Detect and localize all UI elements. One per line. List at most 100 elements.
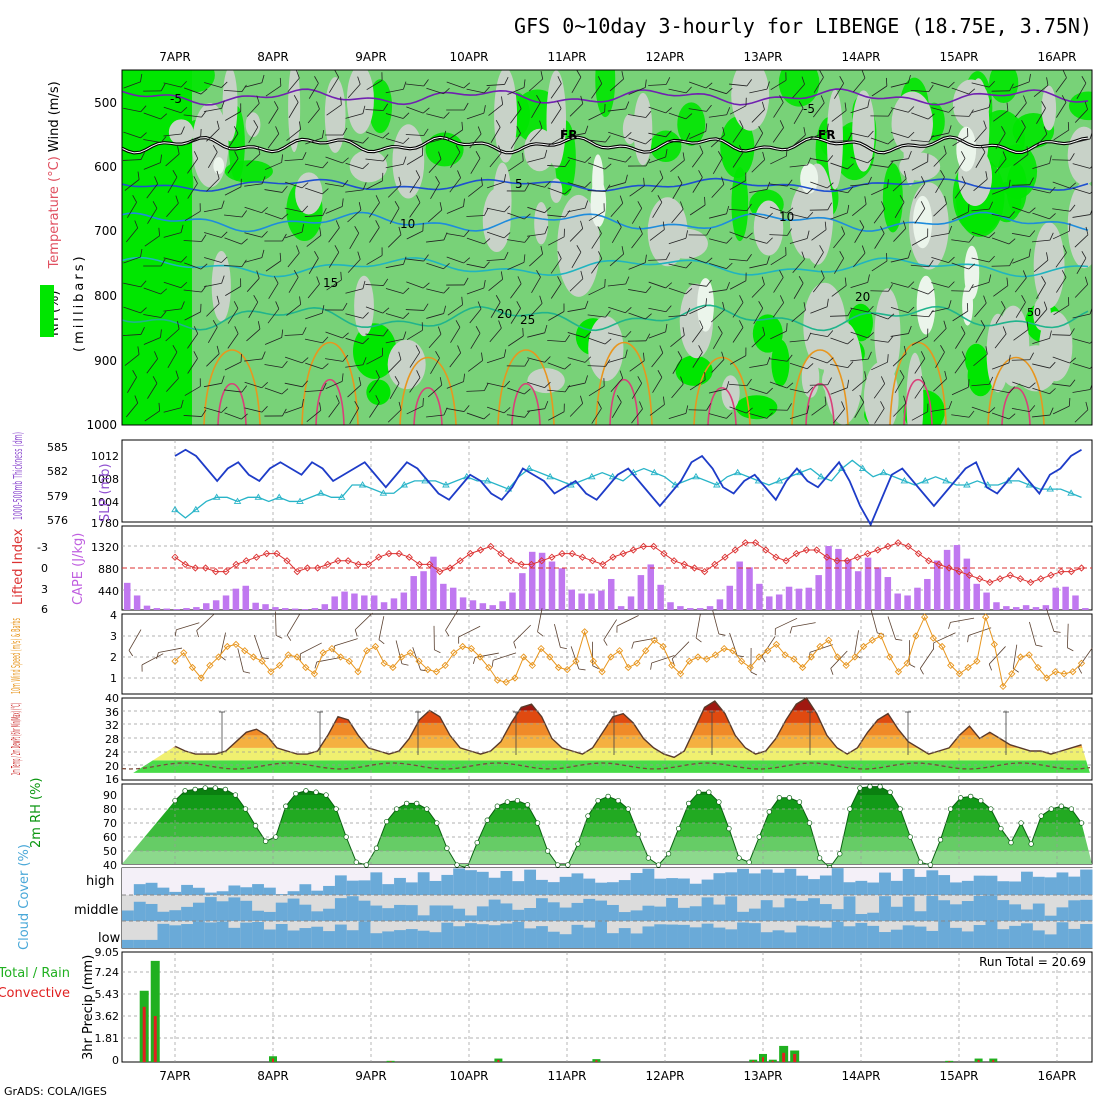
cloud-cell bbox=[701, 879, 714, 895]
wind-barb bbox=[951, 410, 975, 418]
wind-barb bbox=[769, 228, 793, 236]
li-marker bbox=[609, 553, 617, 561]
wind-barb bbox=[531, 270, 541, 293]
wind-barb bbox=[527, 381, 551, 389]
barb-feather bbox=[721, 176, 725, 185]
surface-barb bbox=[789, 622, 816, 634]
barb-staff bbox=[385, 338, 404, 344]
wind-marker bbox=[685, 657, 693, 665]
barb-feather bbox=[253, 120, 259, 128]
barb-feather bbox=[522, 152, 524, 161]
rh-marker bbox=[534, 820, 541, 826]
cloud-cell bbox=[677, 924, 691, 948]
barb-feather bbox=[895, 638, 903, 641]
barb-feather bbox=[745, 347, 747, 356]
wind-barb bbox=[648, 106, 673, 114]
barb-staff bbox=[631, 408, 643, 424]
barb-feather bbox=[584, 156, 592, 163]
barb-staff bbox=[971, 383, 990, 387]
barb-staff bbox=[870, 312, 889, 320]
barb-feather bbox=[739, 320, 744, 328]
wind-barb bbox=[264, 361, 288, 368]
wind-barb bbox=[244, 249, 265, 263]
wind-barb bbox=[244, 74, 265, 88]
barb-staff bbox=[651, 352, 664, 368]
barb-feather bbox=[375, 220, 380, 228]
wind-barb bbox=[850, 130, 874, 138]
cloud-cell bbox=[796, 925, 809, 948]
barb-staff bbox=[385, 88, 404, 94]
barb-staff bbox=[143, 287, 161, 295]
wind-barb bbox=[631, 226, 643, 249]
rh-marker bbox=[806, 820, 813, 826]
barb-staff bbox=[670, 160, 685, 172]
barb-feather bbox=[584, 125, 589, 134]
barb-staff bbox=[751, 284, 765, 298]
barb-staff bbox=[829, 315, 849, 317]
barb-feather bbox=[199, 378, 201, 387]
cloud-cell bbox=[831, 868, 845, 895]
cloud-cell bbox=[405, 929, 419, 948]
wind-barb bbox=[368, 370, 380, 393]
wind-barb bbox=[569, 270, 584, 292]
wind-barb bbox=[1074, 226, 1089, 248]
cloud-cell bbox=[571, 924, 584, 948]
wind-barb bbox=[1032, 330, 1052, 344]
wind-barb bbox=[749, 237, 773, 244]
wind-marker bbox=[781, 651, 789, 659]
barb-feather bbox=[495, 295, 501, 303]
li-marker bbox=[395, 549, 403, 558]
wind-label: Wind (m/s) bbox=[47, 81, 62, 152]
wind-barb bbox=[143, 136, 167, 143]
barb-staff bbox=[305, 362, 323, 370]
cape-bar bbox=[953, 545, 961, 610]
barb-staff bbox=[187, 333, 199, 349]
surface-barb bbox=[967, 627, 992, 643]
barb-feather bbox=[621, 71, 624, 80]
barb-staff bbox=[729, 632, 738, 656]
wind-barb bbox=[466, 237, 491, 245]
li-marker bbox=[375, 553, 383, 561]
barb-feather bbox=[321, 305, 325, 314]
barb-staff bbox=[1052, 208, 1071, 212]
cape-bar bbox=[370, 595, 378, 610]
barb-staff bbox=[793, 283, 804, 299]
barb-staff bbox=[648, 259, 667, 261]
thickness-marker bbox=[692, 472, 700, 480]
wind-barb bbox=[569, 395, 584, 417]
precip-small-conv bbox=[762, 1057, 764, 1062]
wind-barb bbox=[830, 186, 854, 194]
wind-barb bbox=[628, 137, 652, 145]
barb-feather bbox=[172, 170, 178, 178]
barb-feather bbox=[880, 376, 886, 384]
barb-feather bbox=[362, 280, 366, 289]
barb-feather bbox=[132, 370, 137, 378]
wind-barb bbox=[973, 346, 988, 367]
barb-feather bbox=[677, 351, 683, 359]
barb-staff bbox=[931, 307, 949, 313]
wind-barb bbox=[588, 162, 612, 170]
barb-staff bbox=[328, 227, 340, 243]
wind-barb bbox=[123, 131, 147, 139]
barb-feather bbox=[908, 106, 915, 113]
barb-feather bbox=[880, 401, 885, 409]
barb-staff bbox=[911, 336, 928, 346]
wind-barb bbox=[753, 301, 764, 324]
bottom-day-label: 10APR bbox=[449, 1069, 488, 1083]
barb-staff bbox=[531, 277, 541, 293]
wind-barb bbox=[933, 145, 947, 167]
barb-feather bbox=[1069, 379, 1076, 387]
wind-barb bbox=[366, 72, 383, 91]
barb-feather bbox=[903, 220, 907, 229]
barb-feather bbox=[154, 351, 158, 359]
rh-bright-patch bbox=[882, 163, 903, 233]
precip-small-conv bbox=[977, 1059, 980, 1062]
barb-feather bbox=[557, 76, 562, 84]
wind-barb bbox=[749, 387, 773, 394]
surface-barb bbox=[458, 625, 481, 644]
barb-feather bbox=[256, 95, 260, 104]
rh-marker bbox=[404, 800, 410, 807]
cape-bar bbox=[133, 595, 141, 610]
wind-marker bbox=[554, 663, 563, 672]
li-marker bbox=[782, 557, 790, 565]
